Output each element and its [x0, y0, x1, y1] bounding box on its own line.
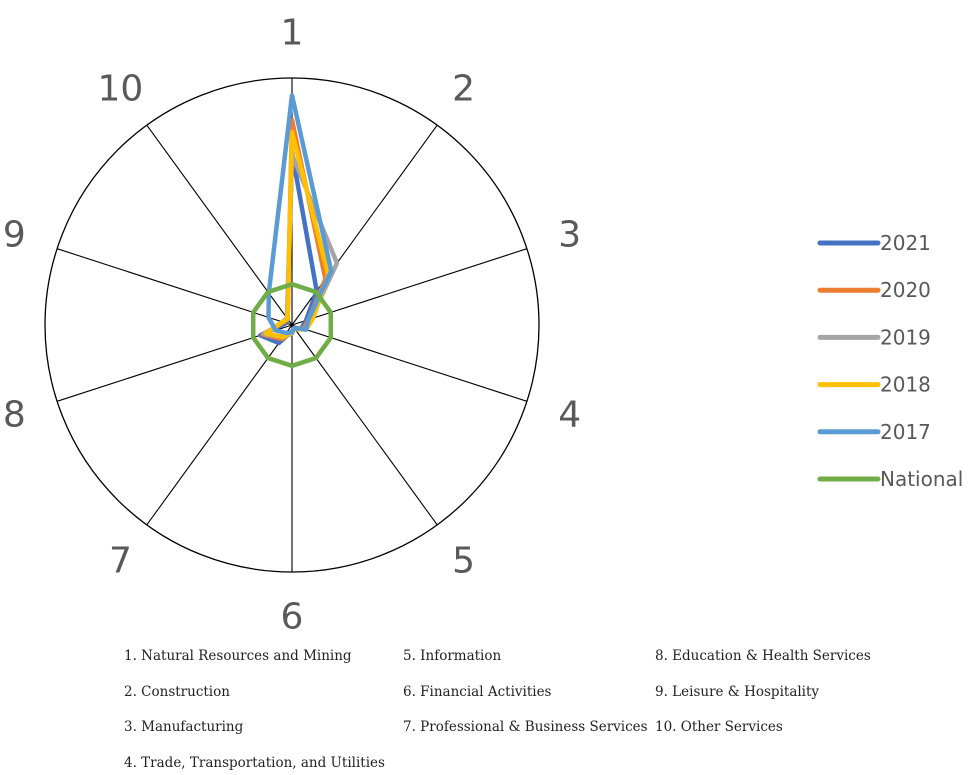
- series-line-2017: [266, 93, 334, 336]
- radar-chart: 1 2 3 4 5 6 7 8 9 10 2021 2020 2019 2018 2017 National: [3, 13, 963, 638]
- footnote-7: 7. Professional & Business Services: [403, 719, 648, 735]
- radar-series: [250, 93, 340, 369]
- legend-label-national: National: [880, 467, 963, 491]
- category-label-2: 2: [452, 68, 475, 109]
- footnote-8: 8. Education & Health Services: [655, 648, 871, 664]
- category-label-8: 8: [3, 395, 26, 436]
- footnote-1: 1. Natural Resources and Mining: [124, 648, 352, 664]
- legend-label-2017: 2017: [880, 420, 931, 444]
- spoke-5: [291, 324, 438, 526]
- category-label-10: 10: [97, 68, 143, 109]
- legend-label-2019: 2019: [880, 325, 931, 349]
- spoke-8: [56, 324, 293, 402]
- spoke-4: [291, 324, 528, 402]
- category-label-4: 4: [558, 395, 581, 436]
- spoke-7: [146, 324, 293, 526]
- legend: 2021 2020 2019 2018 2017 National: [817, 231, 963, 491]
- category-label-6: 6: [281, 597, 304, 638]
- legend-label-2021: 2021: [880, 231, 931, 255]
- footnote-5: 5. Information: [403, 648, 502, 664]
- category-label-1: 1: [281, 13, 304, 54]
- footnote-10: 10. Other Services: [655, 719, 783, 735]
- category-label-7: 7: [109, 541, 132, 582]
- legend-label-2018: 2018: [880, 373, 931, 397]
- footnote-3: 3. Manufacturing: [124, 719, 244, 735]
- footnote-4: 4. Trade, Transportation, and Utilities: [124, 755, 385, 771]
- footnote-9: 9. Leisure & Hospitality: [655, 684, 820, 700]
- spoke-9: [56, 248, 293, 326]
- category-labels: 1 2 3 4 5 6 7 8 9 10: [3, 13, 581, 638]
- series-line-national: [250, 281, 334, 369]
- footnote-6: 6. Financial Activities: [403, 684, 552, 700]
- legend-label-2020: 2020: [880, 278, 931, 302]
- category-label-3: 3: [558, 214, 581, 255]
- category-label-5: 5: [452, 541, 475, 582]
- footnote-2: 2. Construction: [124, 684, 230, 700]
- category-label-9: 9: [3, 214, 26, 255]
